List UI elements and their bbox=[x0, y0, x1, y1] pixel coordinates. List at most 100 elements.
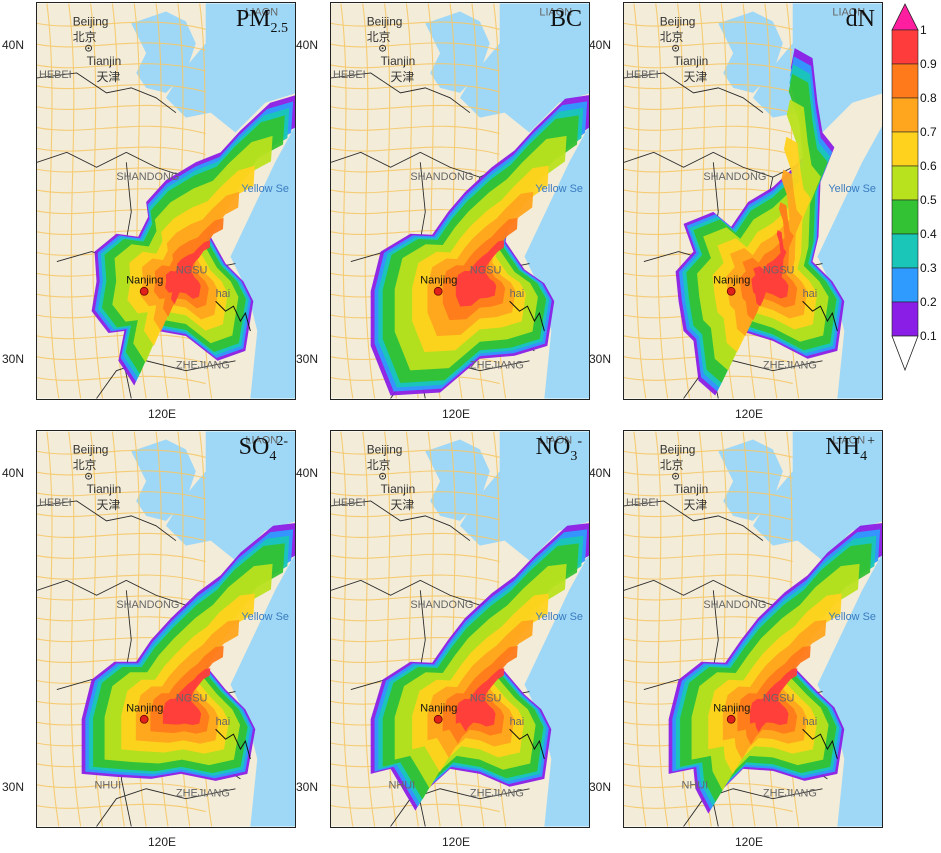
bohai-sea bbox=[131, 439, 196, 521]
species-label-main: PM bbox=[235, 6, 271, 32]
longitude-tick-120e: 120E bbox=[735, 835, 764, 849]
contour-level bbox=[751, 230, 789, 307]
road bbox=[37, 334, 206, 343]
species-label-subscript: 3 bbox=[570, 448, 578, 464]
species-label-main: BC bbox=[549, 6, 582, 32]
road bbox=[37, 553, 206, 563]
nanjing-marker bbox=[433, 714, 443, 724]
road bbox=[331, 84, 500, 93]
sea-area bbox=[753, 3, 882, 399]
road bbox=[655, 3, 669, 399]
concentration-plume bbox=[370, 95, 589, 396]
map-label-yellow-sea: Yellow Se bbox=[828, 611, 875, 623]
road bbox=[742, 3, 756, 399]
map-label-jiangsu: NGSU bbox=[763, 692, 795, 704]
map-label-zhejiang: ZHEJIANG bbox=[763, 360, 817, 372]
map-label-liaoning: LIAON bbox=[245, 434, 278, 446]
map-label-hebei: HEBEI bbox=[626, 497, 659, 509]
road bbox=[37, 146, 206, 155]
coastline bbox=[215, 728, 251, 760]
map-label-yellow-sea: Yellow Se bbox=[535, 183, 582, 195]
latitude-tick-30n: 30N bbox=[2, 352, 25, 366]
road bbox=[624, 803, 793, 813]
colorbar-segment bbox=[891, 301, 919, 337]
sea-area bbox=[166, 431, 295, 827]
map-label-tianjin-cn: 天津 bbox=[97, 498, 121, 512]
colorbar-segment bbox=[891, 97, 919, 133]
road bbox=[37, 574, 206, 583]
longitude-tick-120e: 120E bbox=[148, 835, 177, 849]
map-label-beijing: Beijing bbox=[660, 14, 696, 28]
road bbox=[37, 354, 206, 364]
road bbox=[624, 491, 793, 500]
species-label-superscript: 2- bbox=[276, 434, 288, 449]
road bbox=[331, 803, 500, 813]
road bbox=[331, 104, 500, 114]
beijing-marker-dot bbox=[381, 47, 384, 50]
map-panel: Beijing 北京 Tianjin 天津 HEBEI LIAON SHANDONG NGSU… bbox=[330, 430, 590, 828]
colorbar-tick-label: 0.2 bbox=[920, 295, 937, 309]
road bbox=[331, 574, 500, 583]
beijing-marker bbox=[672, 472, 680, 480]
map-label-shandong: SHANDONG bbox=[703, 171, 766, 183]
map-label-beijing-cn: 北京 bbox=[660, 30, 684, 44]
species-label-main: dN bbox=[845, 6, 875, 32]
map-label-tianjin-cn: 天津 bbox=[684, 498, 708, 512]
map-label-anhui: NHUI bbox=[682, 780, 709, 792]
map-label-shanghai: hai bbox=[803, 288, 818, 300]
coastline bbox=[215, 300, 251, 332]
colorbar-tick-label: 0.1 bbox=[920, 329, 937, 343]
road bbox=[742, 431, 756, 827]
map-label-tianjin-cn: 天津 bbox=[684, 70, 708, 84]
latitude-tick-30n: 30N bbox=[296, 352, 319, 366]
map-label-yellow-sea: Yellow Se bbox=[535, 611, 582, 623]
map-label-liaoning: LIAON bbox=[832, 434, 865, 446]
longitude-tick-120e: 120E bbox=[442, 407, 471, 421]
map-label-tianjin: Tianjin bbox=[87, 482, 122, 496]
colorbar-bottom-arrow bbox=[891, 335, 919, 372]
road bbox=[449, 431, 463, 827]
species-label-main: NH bbox=[825, 434, 861, 460]
contour-level bbox=[455, 668, 505, 732]
species-label-main: SO bbox=[238, 434, 270, 460]
species-label-superscript: + bbox=[867, 434, 875, 449]
road bbox=[37, 803, 206, 813]
map-label-jiangsu: NGSU bbox=[470, 692, 502, 704]
colorbar-tick-label: 0.9 bbox=[920, 57, 937, 71]
road bbox=[68, 3, 82, 399]
species-label-main: NO bbox=[535, 434, 571, 460]
map-label-beijing-cn: 北京 bbox=[367, 30, 391, 44]
concentration-plume bbox=[668, 523, 882, 814]
map-label-yellow-sea: Yellow Se bbox=[828, 183, 875, 195]
road bbox=[624, 21, 793, 30]
coastline bbox=[509, 728, 545, 760]
road bbox=[624, 449, 793, 458]
map-label-zhejiang: ZHEJIANG bbox=[176, 788, 230, 800]
nanjing-marker bbox=[433, 286, 443, 296]
colorbar-segment bbox=[891, 233, 919, 269]
colorbar-graphic bbox=[891, 3, 919, 372]
colorbar-tick-label: 0.4 bbox=[920, 227, 937, 241]
map-panel: Beijing 北京 Tianjin 天津 HEBEI LIAON SHANDONG NGSU… bbox=[36, 2, 296, 400]
road bbox=[331, 125, 500, 135]
map-label-hebei: HEBEI bbox=[626, 69, 659, 81]
road bbox=[68, 431, 82, 827]
border-line bbox=[624, 72, 764, 114]
border-line bbox=[37, 72, 177, 114]
road bbox=[37, 125, 206, 135]
road bbox=[633, 3, 647, 399]
latitude-tick-40n: 40N bbox=[2, 38, 25, 52]
colorbar-tick-label: 0.6 bbox=[920, 159, 937, 173]
latitude-tick-30n: 30N bbox=[589, 780, 612, 794]
map-label-shanghai: hai bbox=[510, 288, 525, 300]
sea-area bbox=[460, 431, 589, 827]
map-canvas: Beijing 北京 Tianjin 天津 HEBEI LIAON SHANDONG NGSU… bbox=[330, 2, 590, 400]
road bbox=[37, 532, 206, 542]
map-label-tianjin: Tianjin bbox=[381, 54, 416, 68]
road bbox=[37, 63, 206, 72]
beijing-marker bbox=[85, 472, 93, 480]
colorbar-segment bbox=[891, 63, 919, 99]
colorbar-segment bbox=[891, 131, 919, 167]
road bbox=[624, 574, 793, 583]
road bbox=[37, 449, 206, 458]
